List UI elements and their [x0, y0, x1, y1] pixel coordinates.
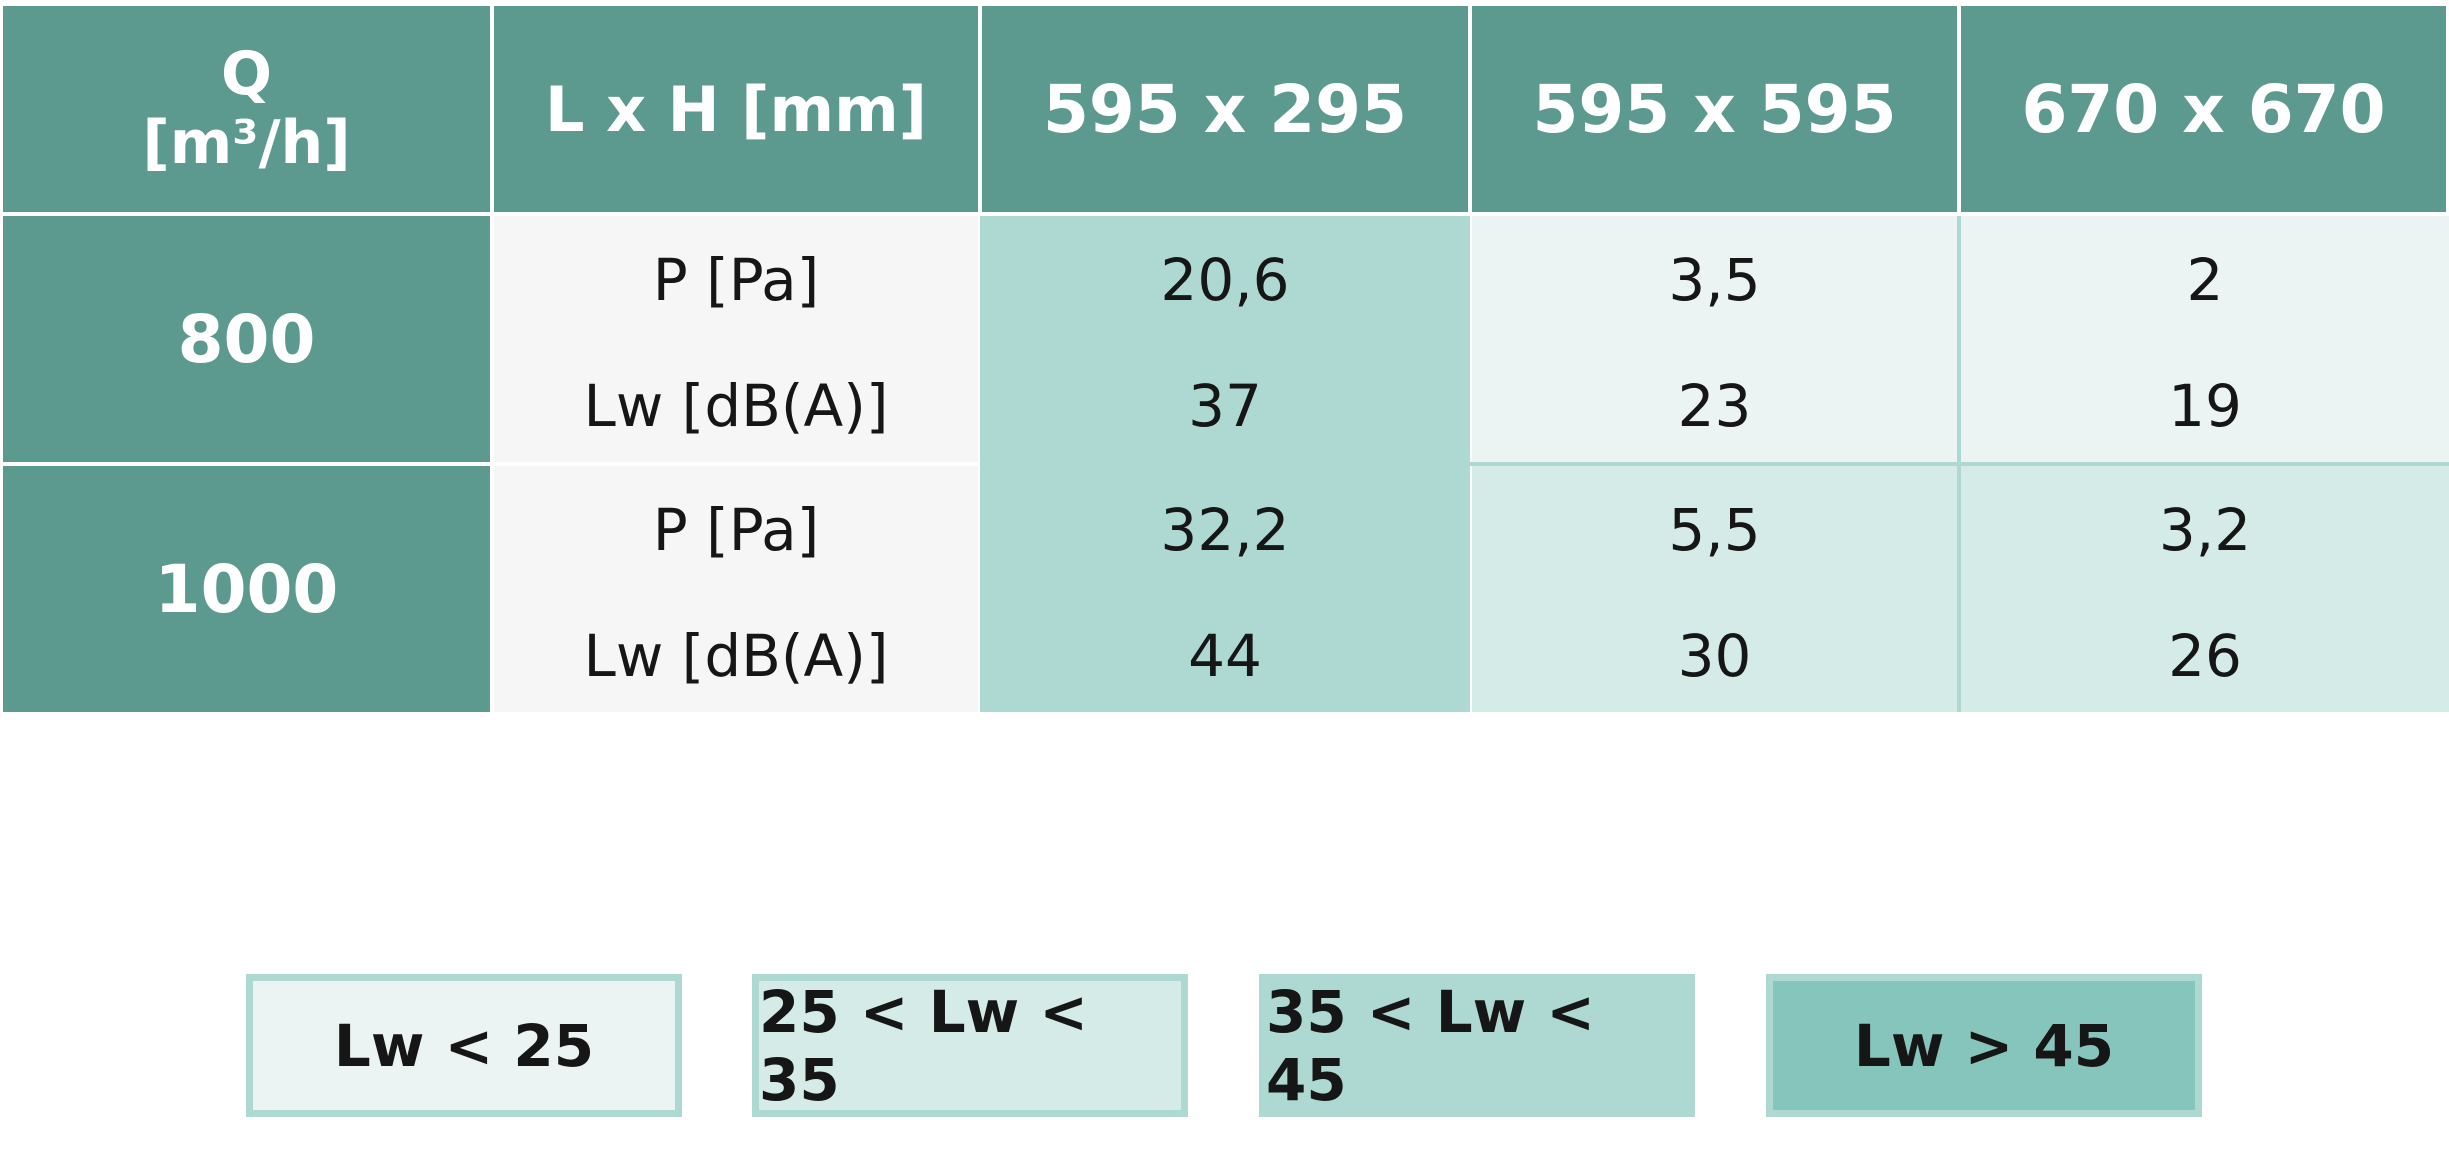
pressure-value: 3,5 [1668, 246, 1761, 314]
sound-power-value: 23 [1677, 372, 1752, 440]
sound-power-value: 26 [2168, 622, 2242, 690]
legend-label: 25 < Lw < 35 [759, 977, 1089, 1114]
param-label-pressure: P [Pa] [652, 246, 820, 314]
legend-label: Lw < 25 [333, 1011, 595, 1080]
pressure-value: 20,6 [1160, 246, 1290, 314]
param-cell-800 [494, 216, 978, 462]
legend-label: Lw > 45 [1853, 1011, 2115, 1080]
pressure-value: 3,2 [2158, 496, 2252, 564]
legend-item-lw-25-35: 25 < Lw < 35 [752, 974, 1188, 1117]
flow-value: 1000 [154, 550, 339, 628]
sound-power-value: 30 [1677, 622, 1752, 690]
flow-value: 800 [177, 300, 316, 378]
sound-power-value: 19 [2168, 372, 2242, 440]
header-size-label: 670 x 670 [2021, 70, 2386, 148]
sound-power-value: 44 [1188, 622, 1262, 690]
param-label-pressure: P [Pa] [652, 496, 820, 564]
value-column-595x295 [980, 216, 1470, 712]
header-dimensions-label: L x H [mm] [544, 72, 928, 146]
header-size-595x595: 595 x 595 [1472, 6, 1957, 212]
column-divider [1957, 216, 1961, 712]
legend-item-lw-below-25: Lw < 25 [246, 974, 682, 1117]
value-cell-1000-595x595 [1472, 466, 1957, 712]
pressure-value: 2 [2186, 246, 2224, 314]
legend-item-lw-35-45: 35 < Lw < 45 [1259, 974, 1695, 1117]
header-flow-label: Q [220, 39, 272, 109]
header-size-670x670: 670 x 670 [1961, 6, 2446, 212]
row-flow-800: 800 [3, 216, 490, 462]
pressure-value: 32,2 [1160, 496, 1290, 564]
legend-item-lw-above-45: Lw > 45 [1766, 974, 2202, 1117]
value-cell-800-670x670 [1961, 216, 2449, 462]
header-size-label: 595 x 595 [1532, 70, 1897, 148]
header-flow-rate: Q [m³/h] [3, 6, 490, 212]
header-size-595x295: 595 x 295 [982, 6, 1468, 212]
legend-label: 35 < Lw < 45 [1266, 977, 1596, 1114]
sound-power-value: 37 [1188, 372, 1262, 440]
header-flow-unit: [m³/h] [142, 108, 351, 178]
param-cell-1000 [494, 466, 978, 712]
pressure-value: 5,5 [1668, 496, 1761, 564]
param-label-sound-power: Lw [dB(A)] [583, 372, 889, 440]
param-label-sound-power: Lw [dB(A)] [583, 622, 889, 690]
value-cell-800-595x595 [1472, 216, 1957, 462]
header-dimensions: L x H [mm] [494, 6, 978, 212]
value-cell-1000-670x670 [1961, 466, 2449, 712]
row-flow-1000: 1000 [3, 466, 490, 712]
header-size-label: 595 x 295 [1042, 70, 1408, 148]
